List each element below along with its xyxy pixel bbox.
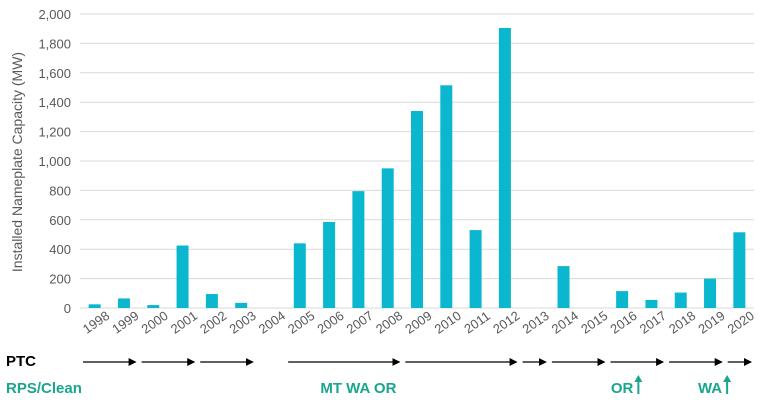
y-tick-label-800: 800 (49, 183, 71, 198)
bar-2017 (645, 299, 658, 308)
bar-2016 (616, 291, 629, 308)
y-tick-labels: 0 200 400 600 800 1,000 1,200 1,400 1,600 1,800 2,… (38, 7, 71, 316)
y-tick-label-1000: 1,000 (38, 154, 71, 169)
y-tick-label-2000: 2,000 (38, 7, 71, 22)
bar-2005 (293, 243, 306, 308)
bar-2019 (704, 278, 717, 308)
x-tick-label-2006: 2006 (314, 308, 346, 337)
bar-1998 (88, 304, 101, 308)
bar-2014 (557, 266, 570, 308)
rps-clean-label: RPS/Clean (6, 380, 82, 397)
y-tick-label-1200: 1,200 (38, 125, 71, 140)
x-tick-label-2010: 2010 (432, 308, 464, 337)
bar-2006 (323, 222, 336, 308)
bar-2003 (235, 302, 248, 308)
x-tick-label-1999: 1999 (109, 308, 141, 337)
x-tick-label-2019: 2019 (695, 308, 727, 337)
bar-2009 (411, 111, 423, 309)
policy-label-or: OR (611, 380, 634, 397)
x-tick-label-2015: 2015 (578, 308, 610, 337)
policy-label-mt-wa-or: MT WA OR (320, 380, 396, 397)
x-tick-label-2013: 2013 (519, 308, 551, 337)
x-tick-label-2012: 2012 (490, 308, 522, 337)
x-tick-label-2001: 2001 (168, 308, 200, 337)
x-tick-label-2005: 2005 (285, 308, 317, 337)
x-tick-label-2016: 2016 (607, 308, 639, 337)
x-tick-label-2020: 2020 (725, 308, 757, 337)
x-tick-label-2004: 2004 (256, 308, 288, 337)
bar-2010 (440, 85, 453, 308)
bar-2008 (381, 168, 394, 308)
x-tick-label-2003: 2003 (226, 308, 258, 337)
up-arrow-head-icon (723, 375, 732, 382)
x-tick-label-2002: 2002 (197, 308, 229, 337)
bar-2020 (733, 232, 746, 308)
policy-labels: MT WA OR OR WA (320, 375, 732, 397)
y-axis-label: Installed Nameplate Capacity (MW) (9, 52, 25, 272)
bar-2000 (147, 305, 160, 308)
bar-2018 (674, 292, 687, 308)
bar-1999 (117, 298, 130, 308)
y-tick-label-0: 0 (64, 301, 71, 316)
x-tick-label-1998: 1998 (80, 308, 112, 337)
x-tick-label-2007: 2007 (344, 308, 376, 337)
x-tick-label-2000: 2000 (139, 308, 171, 337)
x-tick-label-2014: 2014 (549, 308, 581, 337)
x-tick-labels: 1998199920002001200220032004200520062007… (80, 308, 757, 337)
up-arrow-head-icon (634, 375, 643, 382)
x-tick-label-2017: 2017 (637, 308, 669, 337)
y-tick-label-1800: 1,800 (38, 36, 71, 51)
x-tick-label-2009: 2009 (402, 308, 434, 337)
x-tick-label-2018: 2018 (666, 308, 698, 337)
y-tick-label-600: 600 (49, 213, 71, 228)
bar-2001 (176, 245, 189, 308)
bars (88, 27, 746, 309)
y-tick-label-1400: 1,400 (38, 95, 71, 110)
y-tick-label-200: 200 (49, 272, 71, 287)
bar-2007 (352, 191, 365, 308)
y-tick-label-400: 400 (49, 242, 71, 257)
x-tick-label-2008: 2008 (373, 308, 405, 337)
bar-2012 (498, 27, 511, 309)
bar-2002 (205, 294, 218, 308)
y-tick-label-1600: 1,600 (38, 66, 71, 81)
policy-label-wa: WA (698, 380, 722, 397)
ptc-label: PTC (6, 353, 36, 370)
x-tick-label-2011: 2011 (461, 308, 493, 336)
bar-2011 (469, 230, 482, 308)
